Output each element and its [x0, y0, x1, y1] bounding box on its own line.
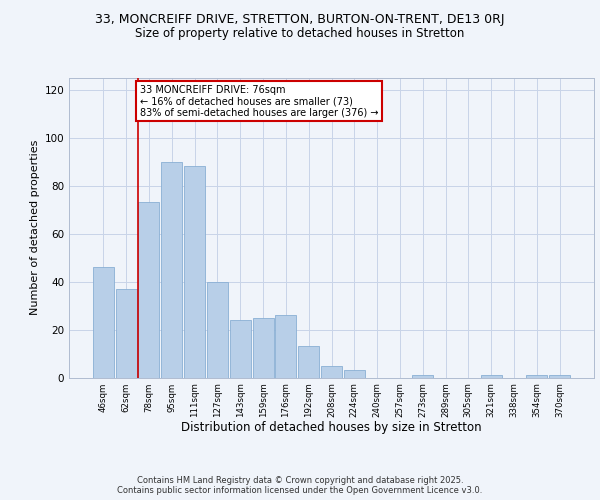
Bar [549, 375, 570, 378]
Text: Contains HM Land Registry data © Crown copyright and database right 2025.
Contai: Contains HM Land Registry data © Crown c… [118, 476, 482, 495]
Bar [161, 162, 182, 378]
Bar [298, 346, 319, 378]
Bar [184, 166, 205, 378]
Bar [139, 202, 160, 378]
Y-axis label: Number of detached properties: Number of detached properties [30, 140, 40, 315]
Bar [481, 375, 502, 378]
Bar [344, 370, 365, 378]
Text: 33, MONCREIFF DRIVE, STRETTON, BURTON-ON-TRENT, DE13 0RJ: 33, MONCREIFF DRIVE, STRETTON, BURTON-ON… [95, 12, 505, 26]
Bar [230, 320, 251, 378]
Text: 33 MONCREIFF DRIVE: 76sqm
← 16% of detached houses are smaller (73)
83% of semi-: 33 MONCREIFF DRIVE: 76sqm ← 16% of detac… [140, 84, 379, 118]
Bar [526, 375, 547, 378]
Bar [412, 375, 433, 378]
Bar [275, 315, 296, 378]
Bar [253, 318, 274, 378]
Bar [321, 366, 342, 378]
Text: Size of property relative to detached houses in Stretton: Size of property relative to detached ho… [136, 28, 464, 40]
X-axis label: Distribution of detached houses by size in Stretton: Distribution of detached houses by size … [181, 422, 482, 434]
Bar [93, 267, 114, 378]
Bar [116, 288, 137, 378]
Bar [207, 282, 228, 378]
